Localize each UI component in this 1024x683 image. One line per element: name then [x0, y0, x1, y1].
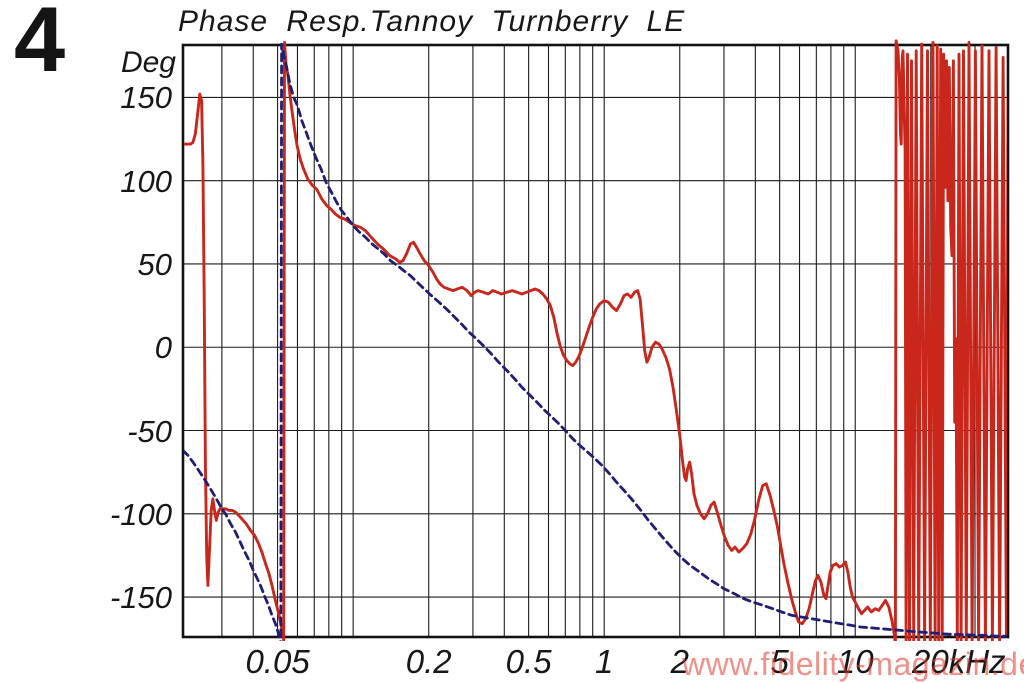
y-tick-label: -150	[109, 580, 172, 616]
x-tick-label: 2	[670, 643, 689, 680]
chart-title: Phase Resp.Tannoy Turnberry LE	[178, 5, 686, 38]
x-tick-label: 10	[836, 643, 874, 680]
measured-phase-red-solid-curve	[184, 39, 1007, 641]
figure-number: 4	[14, 0, 66, 91]
plot-frame	[181, 43, 1010, 639]
y-tick-label: 100	[120, 163, 172, 199]
x-tick-label: 1	[595, 643, 614, 680]
x-tick-label: 0.2	[405, 643, 452, 680]
reference-phase-blue-dashed-curve	[184, 42, 1007, 641]
y-tick-label: 0	[154, 330, 172, 366]
y-tick-label: -50	[127, 413, 172, 449]
x-tick-label: 0.5	[505, 643, 552, 680]
x-tick-label: 5	[770, 643, 789, 680]
y-tick-label: 150	[120, 80, 172, 116]
y-tick-label: -100	[109, 496, 172, 532]
x-tick-label: 20kHz	[912, 643, 1006, 680]
y-axis-unit-label: Deg	[120, 46, 176, 79]
grid	[183, 45, 1008, 637]
x-tick-label: 0.05	[245, 643, 310, 680]
watermark: www.fidelity-magazin.de	[682, 646, 1024, 682]
y-tick-label: 50	[137, 246, 172, 282]
